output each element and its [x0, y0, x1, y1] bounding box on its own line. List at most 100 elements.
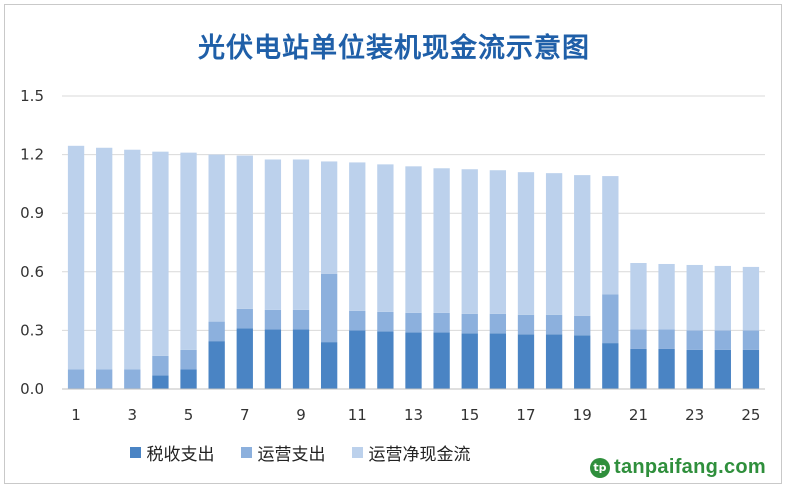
x-tick-label: 9 [296, 406, 306, 424]
bar-segment-s0-c9 [292, 329, 310, 389]
bar-segment-s0-c20 [602, 343, 619, 389]
leaf-logo-icon: tp [590, 457, 610, 478]
bar-segment-s1-c6 [208, 321, 225, 342]
x-tick-label: 1 [71, 406, 81, 424]
watermark-text: tanpaifang.com [614, 456, 766, 478]
legend-swatch-operating [240, 447, 252, 458]
y-tick-label: 0.6 [20, 263, 44, 281]
x-tick-label: 3 [128, 406, 138, 424]
bar-segment-s1-c22 [658, 329, 675, 349]
bar-segment-s1-c8 [264, 309, 282, 330]
legend-swatch-net-cashflow [351, 447, 363, 458]
axes: 0.00.30.60.91.21.51 3 5 7 9 11 13 15 17 19 21 23 25 [20, 87, 765, 424]
bar-segment-s1-c24 [714, 330, 731, 350]
bar-segment-s2-c22 [658, 263, 675, 330]
bar-segment-s0-c7 [236, 328, 253, 389]
bar-segment-s2-c16 [489, 170, 507, 314]
bar-segment-s0-c8 [264, 329, 282, 389]
bar-segment-s0-c10 [320, 342, 338, 389]
bar-segment-s2-c2 [96, 147, 113, 370]
bar-segment-s2-c4 [152, 151, 169, 356]
legend-item-tax: 税收支出 [129, 440, 215, 465]
bar-segment-s0-c14 [433, 332, 450, 389]
bar-segment-s0-c23 [686, 349, 703, 389]
x-tick-label: 19 [573, 406, 592, 424]
x-tick-label: 11 [348, 406, 367, 424]
legend-item-net-cashflow: 运营净现金流 [351, 440, 471, 465]
bar-segment-s1-c23 [686, 330, 703, 350]
bar-segment-s1-c10 [320, 273, 338, 343]
bar-segment-s0-c16 [489, 333, 507, 389]
watermark-logo: tp tanpaifang.com [590, 456, 766, 479]
bar-segment-s0-c15 [461, 333, 478, 389]
bar-segment-s2-c24 [714, 265, 731, 331]
bar-segment-s1-c13 [405, 312, 422, 333]
chart-title: 光伏电站单位装机现金流示意图 [198, 33, 590, 64]
bar-segment-s0-c17 [517, 334, 535, 389]
bar-segment-s1-c4 [152, 355, 169, 376]
bar-segment-s1-c3 [124, 369, 141, 389]
bar-segment-s1-c12 [377, 311, 394, 332]
y-tick-label: 0.3 [20, 321, 44, 339]
bar-segment-s1-c1 [67, 369, 85, 389]
bar-segment-s0-c13 [405, 332, 422, 389]
y-tick-label: 0.0 [20, 380, 44, 398]
bar-segment-s0-c18 [545, 334, 563, 389]
bar-segment-s1-c9 [292, 309, 310, 330]
bar-segment-s0-c25 [742, 349, 760, 389]
x-tick-label: 13 [404, 406, 423, 424]
bar-segment-s1-c21 [630, 329, 647, 349]
bar-segment-s2-c11 [349, 162, 366, 311]
bar-segment-s2-c13 [405, 166, 422, 313]
bar-segment-s2-c20 [602, 176, 619, 295]
bar-segment-s2-c14 [433, 168, 450, 313]
x-tick-label: 25 [741, 406, 760, 424]
bar-segment-s1-c5 [180, 349, 197, 370]
bar-segment-s0-c12 [377, 331, 394, 389]
bar-segment-s1-c2 [96, 369, 113, 389]
bar-segment-s1-c16 [489, 313, 507, 334]
x-tick-label: 7 [240, 406, 250, 424]
bar-segment-s2-c10 [320, 161, 338, 274]
bar-segment-s1-c25 [742, 330, 760, 350]
legend-item-operating: 运营支出 [240, 440, 326, 465]
bar-segment-s2-c5 [180, 152, 197, 350]
bars [67, 145, 760, 389]
bar-segment-s2-c9 [292, 159, 310, 310]
legend-label-net-cashflow: 运营净现金流 [368, 445, 471, 465]
bar-segment-s2-c7 [236, 155, 253, 309]
bar-segment-s1-c14 [433, 312, 450, 333]
legend-swatch-tax [129, 447, 141, 458]
bar-segment-s2-c8 [264, 159, 282, 310]
x-tick-label: 17 [516, 406, 535, 424]
legend: 税收支出 运营支出 运营净现金流 [0, 440, 600, 465]
y-tick-label: 1.5 [20, 87, 44, 105]
bar-segment-s2-c19 [574, 175, 591, 316]
bar-segment-s0-c11 [349, 330, 366, 389]
bar-segment-s0-c21 [630, 348, 647, 389]
bar-segment-s2-c12 [377, 164, 394, 312]
bar-segment-s1-c19 [574, 315, 591, 336]
bar-segment-s2-c21 [630, 263, 647, 330]
bar-segment-s1-c11 [349, 310, 366, 331]
bar-segment-s2-c6 [208, 154, 225, 322]
bar-segment-s2-c3 [124, 149, 141, 370]
x-tick-label: 5 [184, 406, 194, 424]
bar-segment-s1-c17 [517, 314, 535, 335]
bar-segment-s2-c23 [686, 264, 703, 331]
bar-segment-s0-c5 [180, 369, 197, 389]
legend-label-tax: 税收支出 [146, 445, 215, 465]
bar-segment-s2-c1 [67, 145, 85, 370]
bar-segment-s0-c22 [658, 348, 675, 389]
bar-segment-s1-c18 [545, 314, 563, 335]
bar-segment-s2-c25 [742, 266, 760, 331]
bar-segment-s0-c6 [208, 341, 225, 389]
x-tick-label: 15 [460, 406, 479, 424]
x-tick-label: 21 [629, 406, 648, 424]
bar-segment-s2-c15 [461, 169, 478, 314]
bar-segment-s0-c19 [574, 335, 591, 389]
y-tick-label: 0.9 [20, 204, 44, 222]
bar-segment-s1-c7 [236, 308, 253, 329]
bar-segment-s0-c24 [714, 349, 731, 389]
